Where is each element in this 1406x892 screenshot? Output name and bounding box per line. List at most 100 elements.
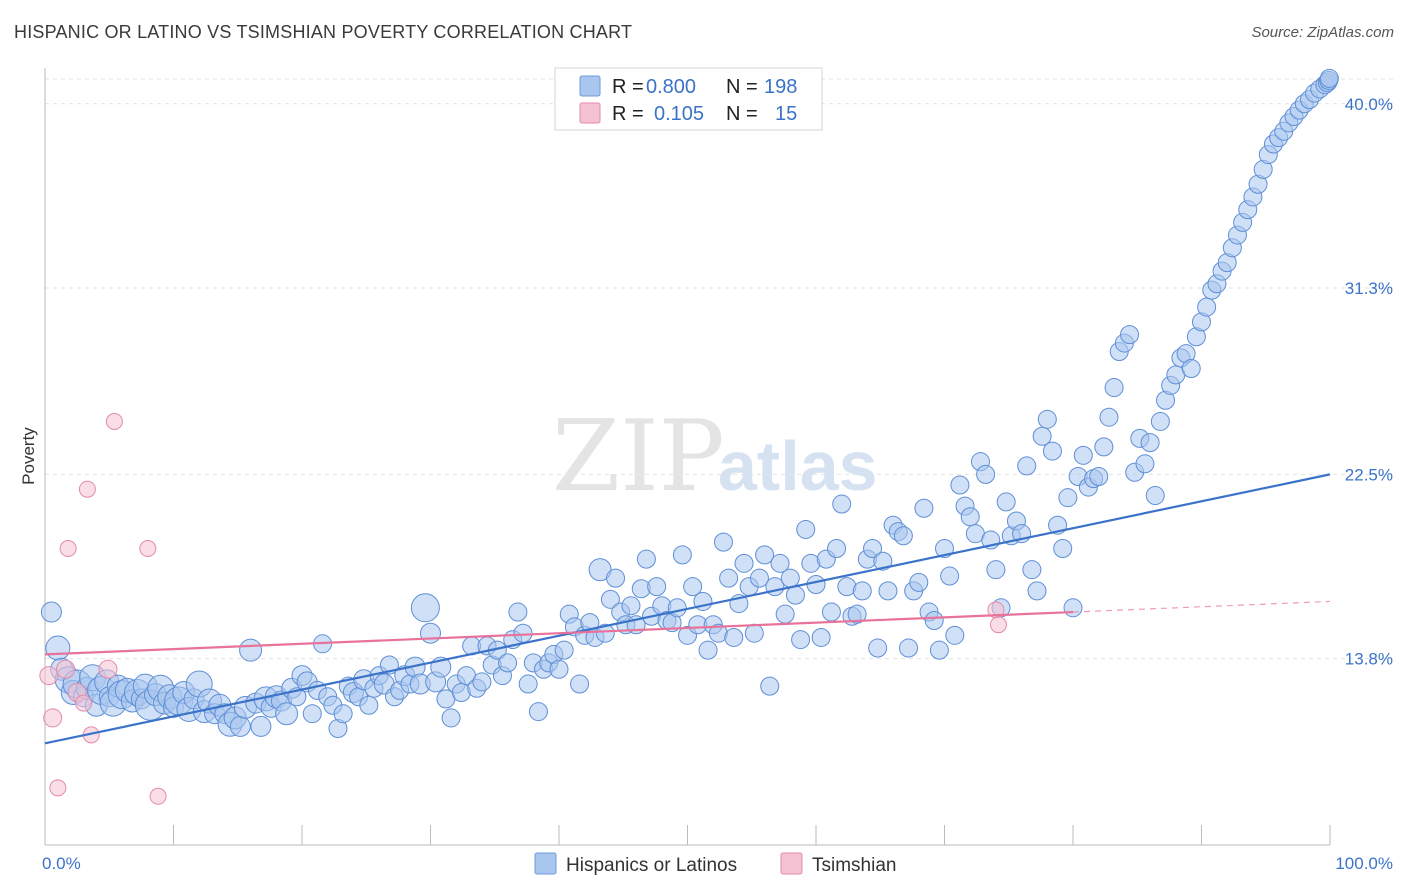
trend-line-tsimshian <box>44 610 1074 656</box>
hispanics-point-53 <box>302 704 322 724</box>
hispanics-point-169 <box>899 638 919 658</box>
hispanics-point-165 <box>878 581 898 601</box>
hispanics-point-218 <box>1150 411 1170 431</box>
legend-n-value-1: 198 <box>764 76 797 98</box>
tsimshian-point-12 <box>149 787 167 805</box>
hispanics-point-152 <box>811 627 831 647</box>
hispanics-point-93 <box>508 602 528 622</box>
hispanics-point-86 <box>472 672 492 692</box>
hispanics-point-101 <box>549 659 569 679</box>
hispanics-point-102 <box>554 640 574 660</box>
hispanics-point-130 <box>698 640 718 660</box>
legend-r-label-2: R = <box>612 103 644 125</box>
hispanics-point-184 <box>976 464 996 484</box>
legend-swatch-pink <box>579 102 601 124</box>
hispanics-point-224 <box>1181 358 1201 378</box>
y-axis-label: Poverty <box>19 427 38 485</box>
hispanics-point-199 <box>1053 539 1073 559</box>
x-tick-label-0: 0.0% <box>42 854 81 873</box>
hispanics-point-111 <box>600 589 620 609</box>
tsimshian-point-14 <box>989 616 1007 634</box>
hispanics-point-203 <box>1073 445 1093 465</box>
hispanics-point-192 <box>1017 456 1037 476</box>
hispanics-point-253 <box>1319 68 1339 88</box>
hispanics-point-159 <box>847 604 867 624</box>
hispanics-point-174 <box>924 611 944 631</box>
watermark: ZIP atlas <box>552 400 878 514</box>
hispanics-point-110 <box>595 623 615 643</box>
legend-n-label-1: N = <box>726 76 758 98</box>
hispanics-point-59 <box>333 704 353 724</box>
hispanics-point-154 <box>821 602 841 622</box>
bottom-legend: Hispanics or Latinos Tsimshian <box>534 852 896 876</box>
hispanics-point-188 <box>996 492 1016 512</box>
hispanics-point-215 <box>1135 454 1155 474</box>
hispanics-point-156 <box>832 494 852 514</box>
legend-n-label-2: N = <box>726 103 758 125</box>
hispanics-point-145 <box>775 604 795 624</box>
tsimshian-point-11 <box>139 540 157 558</box>
hispanics-point-127 <box>683 577 703 597</box>
legend-r-value-2: 0.105 <box>654 103 704 125</box>
trend-line-tsimshian-dashed <box>1072 600 1331 613</box>
tsimshian-point-7 <box>78 480 96 498</box>
hispanics-point-178 <box>945 625 965 645</box>
hispanics-point-172 <box>914 498 934 518</box>
hispanics-point-209 <box>1104 378 1124 398</box>
hispanics-point-0 <box>40 601 62 623</box>
hispanics-point-216 <box>1140 433 1160 453</box>
hispanics-point-196 <box>1037 409 1057 429</box>
hispanics-point-112 <box>606 568 626 588</box>
hispanics-point-43 <box>250 715 272 737</box>
hispanics-point-135 <box>724 627 744 647</box>
y-tick-label-3: 40.0% <box>1345 95 1393 114</box>
hispanics-point-194 <box>1027 581 1047 601</box>
hispanics-point-95 <box>518 674 538 694</box>
hispanics-point-105 <box>570 674 590 694</box>
hispanics-point-125 <box>672 545 692 565</box>
hispanics-point-91 <box>498 653 518 673</box>
hispanics-point-147 <box>785 585 805 605</box>
hispanics-point-134 <box>719 568 739 588</box>
hispanics-point-141 <box>755 545 775 565</box>
tsimshian-point-0 <box>39 666 59 686</box>
hispanics-point-227 <box>1197 297 1217 317</box>
chart-source: Source: ZipAtlas.com <box>1251 24 1394 41</box>
bottom-legend-label-hispanics: Hispanics or Latinos <box>566 855 737 876</box>
hispanics-point-148 <box>791 630 811 650</box>
hispanics-point-48 <box>275 702 299 726</box>
tsimshian-point-3 <box>56 659 76 679</box>
trend-lines <box>44 473 1331 745</box>
hispanics-point-144 <box>770 553 790 573</box>
hispanics-point-75 <box>410 593 440 623</box>
legend-n-value-2: 15 <box>775 103 797 125</box>
watermark-zip: ZIP <box>552 400 725 514</box>
hispanics-point-64 <box>359 695 379 715</box>
x-tick-label-1: 100.0% <box>1335 854 1393 873</box>
tsimshian-point-10 <box>105 412 123 430</box>
bottom-legend-swatch-pink <box>780 852 803 875</box>
hispanics-point-171 <box>909 572 929 592</box>
tsimshian-point-4 <box>59 540 77 558</box>
legend-swatch-blue <box>579 75 601 97</box>
hispanics-point-124 <box>667 598 687 618</box>
hispanics-point-201 <box>1063 598 1083 618</box>
hispanics-point-175 <box>929 640 949 660</box>
hispanics-point-139 <box>744 623 764 643</box>
hispanics-point-76 <box>420 622 441 644</box>
hispanics-point-206 <box>1089 467 1109 487</box>
series-hispanics-points <box>40 68 1339 739</box>
hispanics-point-109 <box>588 558 612 582</box>
hispanics-point-137 <box>734 553 754 573</box>
hispanics-point-200 <box>1058 488 1078 508</box>
hispanics-point-186 <box>986 560 1006 580</box>
hispanics-point-193 <box>1022 560 1042 580</box>
chart-title: HISPANIC OR LATINO VS TSIMSHIAN POVERTY … <box>14 22 633 42</box>
y-tick-label-0: 13.8% <box>1345 650 1393 669</box>
hispanics-point-149 <box>796 519 816 539</box>
hispanics-point-217 <box>1145 486 1165 506</box>
hispanics-point-142 <box>760 676 780 696</box>
hispanics-point-1 <box>45 635 71 661</box>
hispanics-point-140 <box>749 568 769 588</box>
